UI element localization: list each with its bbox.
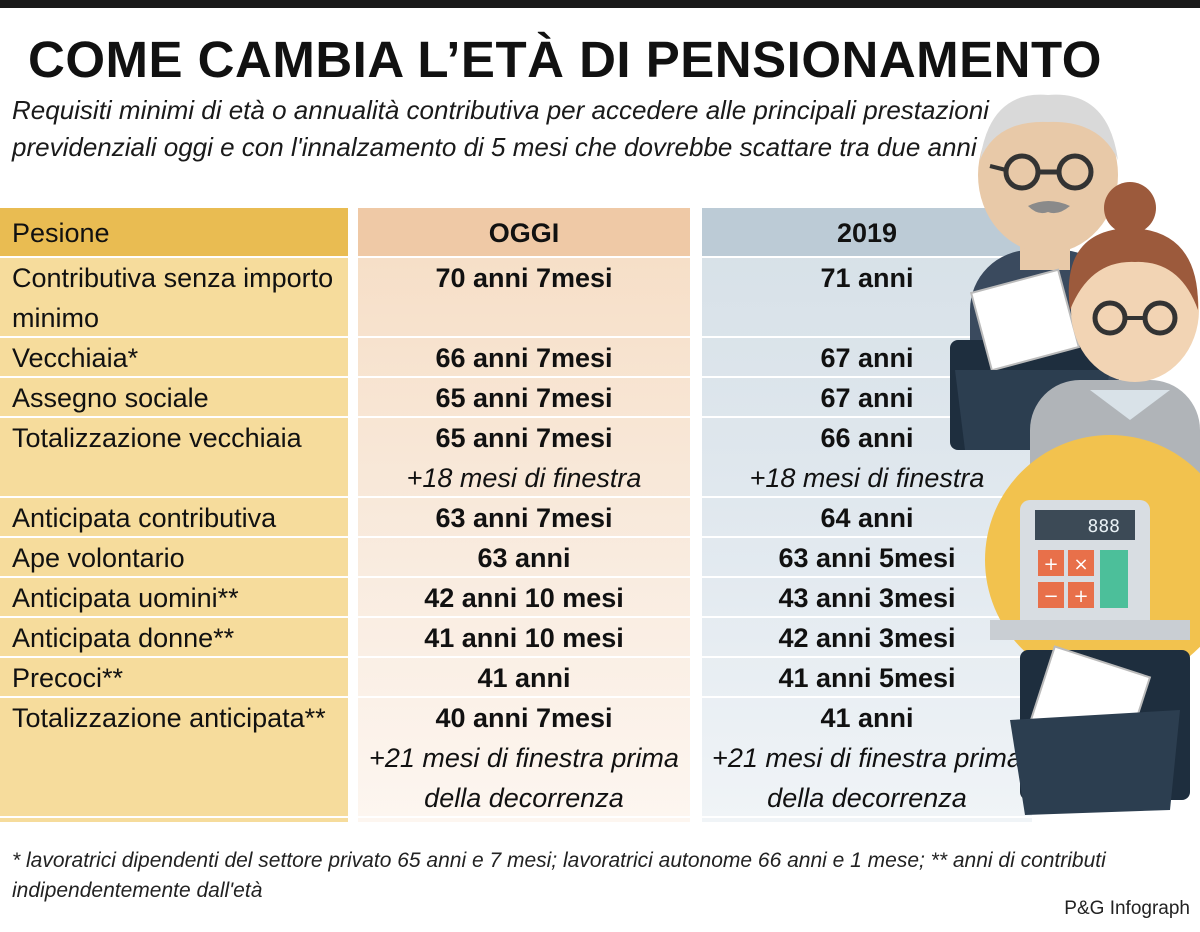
value-oggi: 70 anni 7mesi [435,263,613,293]
table-row: Vecchiaia* 66 anni 7mesi 67 anni [0,338,1032,378]
row-value-oggi: 70 anni 7mesi [358,258,690,298]
row-label: Anticipata donne** [12,623,235,653]
row-value-y2019: 71 anni [702,258,1032,298]
header-pesione: Pesione [12,218,110,248]
row-label: Precoci** [12,663,124,693]
value-y2019: 71 anni [820,263,914,293]
pensioners-illustration: 888 + × − + [950,94,1200,815]
row-value-y2019: 41 anni 5mesi [702,658,1032,698]
svg-text:−: − [1043,586,1058,607]
table-row: Precoci** 41 anni 41 anni 5mesi [0,658,1032,698]
table-row: Anticipata uomini** 42 anni 10 mesi 43 ann… [0,578,1032,618]
row-value-oggi: 42 anni 10 mesi [358,578,690,618]
table-header: Pesione OGGI 2019 [0,208,1032,258]
page-title: COME CAMBIA L’ETÀ DI PENSIONAMENTO [28,31,1102,88]
value-oggi: 41 anni [477,663,571,693]
row-value-oggi: 65 anni 7mesi +18 mesi di finestra [358,418,690,498]
row-label: Vecchiaia* [12,343,139,373]
row-value-y2019: 63 anni 5mesi [702,538,1032,578]
table-row: Ape volontario 63 anni 63 anni 5mesi [0,538,1032,578]
top-rule [0,0,1200,8]
row-label: Totalizzazione anticipata** [12,703,326,733]
subtitle: Requisiti minimi di età o annualità cont… [12,95,989,162]
row-value-oggi: 40 anni 7mesi +21 mesi di finestra prima … [358,698,690,818]
note-oggi: +18 mesi di finestra [406,463,642,493]
note-y2019: +18 mesi di finestra [749,463,985,493]
row-value-oggi: 65 anni 7mesi [358,378,690,418]
oggi-header-bg [358,208,690,258]
row-label: Totalizzazione vecchiaia [12,423,302,453]
header-oggi: OGGI [488,218,560,248]
row-value-oggi: 63 anni [358,538,690,578]
value-y2019: 67 anni [820,383,914,413]
value-oggi: 65 anni 7mesi [435,423,613,453]
svg-text:+: + [1043,554,1058,575]
label-header-bg [0,208,348,258]
row-label: Anticipata contributiva [12,503,277,533]
value-oggi: 42 anni 10 mesi [424,583,624,613]
value-oggi: 66 anni 7mesi [435,343,613,373]
note-oggi: +21 mesi di finestra prima della decorre… [369,743,679,813]
value-y2019: 67 anni [820,343,914,373]
value-oggi: 63 anni 7mesi [435,503,613,533]
folder-icon-bottom [1010,645,1190,815]
note-y2019: +21 mesi di finestra prima della decorre… [712,743,1022,813]
table-row: Totalizzazione vecchiaia 65 anni 7mesi +18… [0,418,1032,498]
row-value-oggi: 41 anni 10 mesi [358,618,690,658]
value-y2019: 43 anni 3mesi [778,583,956,613]
credit: P&G Infograph [1064,898,1190,919]
footnote: * lavoratrici dipendenti del settore pri… [12,849,1106,902]
row-value-oggi: 41 anni [358,658,690,698]
value-oggi: 41 anni 10 mesi [424,623,624,653]
table-row: Assegno sociale 65 anni 7mesi 67 anni [0,378,1032,418]
row-value-oggi: 66 anni 7mesi [358,338,690,378]
value-y2019: 41 anni 5mesi [778,663,956,693]
value-oggi: 65 anni 7mesi [435,383,613,413]
value-y2019: 42 anni 3mesi [778,623,956,653]
value-y2019: 64 anni [820,503,914,533]
row-value-y2019: 67 anni [702,378,1032,418]
svg-text:+: + [1073,586,1088,607]
row-value-y2019: 42 anni 3mesi [702,618,1032,658]
table-row: Anticipata contributiva 63 anni 7mesi 64 a… [0,498,1032,538]
value-oggi: 40 anni 7mesi [435,703,613,733]
row-label: Contributiva senza importo minimo [12,263,334,333]
row-value-y2019: 64 anni [702,498,1032,538]
table-row: Contributiva senza importo minimo 70 anni… [0,258,1032,338]
svg-text:×: × [1073,554,1088,575]
calculator-icon: 888 + × − + [985,435,1200,685]
row-value-y2019: 67 anni [702,338,1032,378]
row-label: Ape volontario [12,543,185,573]
label-column-bg [0,208,348,822]
row-value-y2019: 66 anni +18 mesi di finestra [702,418,1032,498]
table-row: Totalizzazione anticipata** 40 anni 7mesi… [0,698,1032,818]
value-oggi: 63 anni [477,543,571,573]
calculator-display: 888 [1087,516,1120,537]
row-label: Assegno sociale [12,383,209,413]
row-label: Anticipata uomini** [12,583,239,613]
oggi-column-bg [358,208,690,822]
value-y2019: 41 anni [820,703,914,733]
row-value-y2019: 43 anni 3mesi [702,578,1032,618]
header-2019: 2019 [836,218,898,248]
row-value-oggi: 63 anni 7mesi [358,498,690,538]
value-y2019: 66 anni [820,423,914,453]
row-value-y2019: 41 anni +21 mesi di finestra prima della … [702,698,1032,818]
table-row: Anticipata donne** 41 anni 10 mesi 42 anni… [0,618,1032,658]
value-y2019: 63 anni 5mesi [778,543,956,573]
y2019-header-bg [702,208,1032,258]
